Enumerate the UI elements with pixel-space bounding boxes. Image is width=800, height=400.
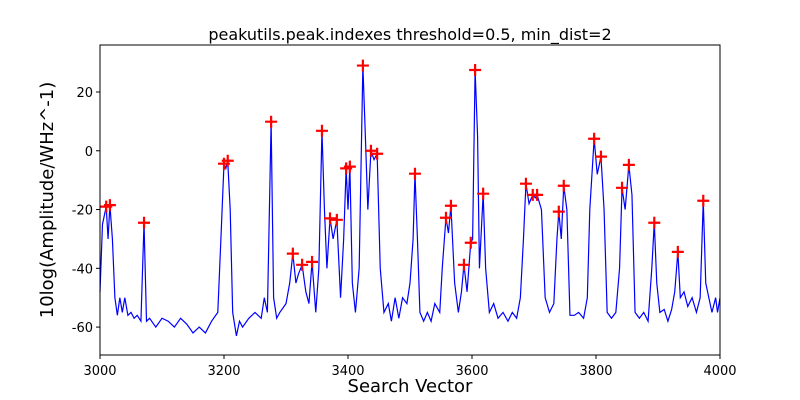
y-tick-label: -20 [72,204,93,219]
x-tick-label: 4000 [703,364,736,379]
peak-marker [444,199,457,212]
peak-marker [552,205,565,218]
peak-marker [356,59,369,72]
peak-marker [343,160,356,173]
x-tick-label: 3400 [331,364,364,379]
peak-marker [594,150,607,163]
peak-marker [265,115,278,128]
peak-marker [588,132,601,145]
peak-marker [557,179,570,192]
peak-marker [408,167,421,180]
signal-line [99,65,721,337]
peak-marker [286,247,299,260]
plot-frame [99,44,721,356]
peak-marker [364,144,377,157]
peak-marker [697,194,710,207]
x-axis-label: Search Vector [348,376,474,397]
peak-marker [371,147,384,160]
y-tick-label: -60 [72,321,93,336]
peak-marker [622,158,635,171]
peak-marker [616,181,629,194]
y-tick-label: 20 [76,86,93,101]
peak-marker [306,255,319,268]
x-tick-label: 3000 [83,364,116,379]
peak-marker [330,213,343,226]
peak-marker [469,63,482,76]
peak-marker [103,199,116,212]
x-tick-label: 3200 [207,364,240,379]
peak-marker [138,216,151,229]
y-tick-label: 0 [85,145,93,160]
peak-marker [296,258,309,271]
peak-marker [477,187,490,200]
peak-marker [648,216,661,229]
x-tick-label: 3600 [455,364,488,379]
peak-marker [315,124,328,137]
peak-marker [439,211,452,224]
peak-marker [671,245,684,258]
peak-marker [457,258,470,271]
y-axis-label: 10log(Amplitude/WHz^-1) [37,82,58,319]
peak-marker [324,212,337,225]
peak-marker [464,236,477,249]
y-tick-label: -40 [72,262,93,277]
chart-title: peakutils.peak.indexes threshold=0.5, mi… [208,25,611,45]
peak-marker [221,154,234,167]
peak-marker [519,177,532,190]
x-tick-label: 3800 [579,364,612,379]
peak-marker [531,188,544,201]
